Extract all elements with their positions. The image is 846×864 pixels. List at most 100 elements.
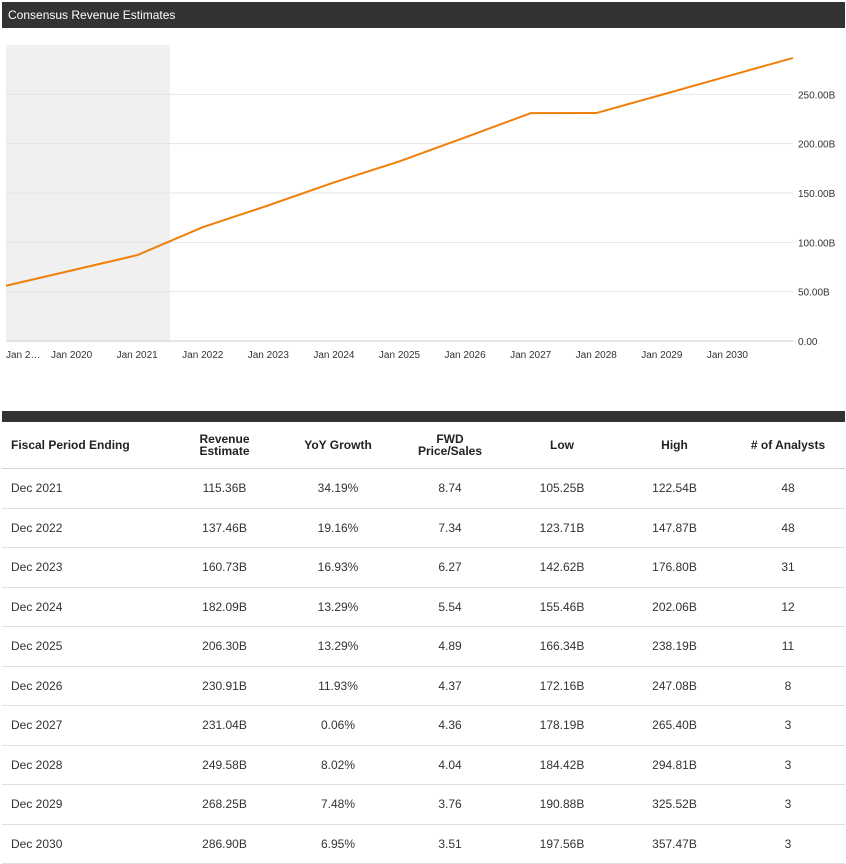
header-line: Price/Sales	[417, 444, 483, 458]
cell-low: 178.19B	[506, 705, 618, 746]
chart-title: Consensus Revenue Estimates	[8, 8, 176, 22]
cell-fiscal-period: Dec 2022	[2, 508, 167, 548]
header-line: Revenue	[199, 432, 250, 446]
table-row: Dec 2030 286.90B 6.95% 3.51 197.56B 357.47B 3	[2, 824, 845, 864]
y-tick-label: 150.00B	[798, 189, 836, 200]
cell-yoy-growth: 19.16%	[282, 508, 394, 548]
cell-fwd-price-sales: 3.76	[394, 784, 506, 825]
cell-analysts: 31	[731, 547, 845, 588]
cell-analysts: 3	[731, 784, 845, 825]
revenue-series-line	[5, 56, 794, 287]
y-tick-label: 250.00B	[798, 90, 836, 101]
table-row: Dec 2022 137.46B 19.16% 7.34 123.71B 147.87B 4…	[2, 508, 845, 548]
cell-yoy-growth: 13.29%	[282, 587, 394, 627]
cell-revenue-estimate: 230.91B	[167, 666, 282, 706]
column-header-analysts[interactable]: # of Analysts	[731, 422, 845, 469]
cell-fiscal-period: Dec 2021	[2, 468, 167, 509]
cell-revenue-estimate: 182.09B	[167, 587, 282, 627]
cell-fwd-price-sales: 8.74	[394, 468, 506, 509]
column-header-low[interactable]: Low	[506, 422, 618, 469]
table-body: Dec 2021 115.36B 34.19% 8.74 105.25B 122.54B 4…	[2, 468, 845, 864]
cell-high: 147.87B	[618, 508, 731, 548]
cell-yoy-growth: 8.02%	[282, 745, 394, 785]
cell-analysts: 11	[731, 626, 845, 667]
column-header-revenue-estimate[interactable]: Revenue Estimate	[167, 422, 282, 469]
estimates-table-container: Fiscal Period Ending Revenue Estimate YoY…	[2, 411, 845, 864]
header-line: Estimate	[199, 444, 250, 458]
column-header-high[interactable]: High	[618, 422, 731, 469]
table-row: Dec 2021 115.36B 34.19% 8.74 105.25B 122.54B 4…	[2, 468, 845, 509]
column-header-fwd-price-sales[interactable]: FWD Price/Sales	[394, 422, 506, 469]
cell-low: 184.42B	[506, 745, 618, 785]
cell-yoy-growth: 16.93%	[282, 547, 394, 588]
x-tick-label: Jan 2028	[576, 350, 618, 361]
cell-high: 238.19B	[618, 626, 731, 667]
cell-yoy-growth: 6.95%	[282, 824, 394, 864]
table-top-bar	[2, 411, 845, 422]
cell-high: 294.81B	[618, 745, 731, 785]
x-tick-label: Jan 2026	[445, 350, 487, 361]
x-tick-label: Jan 2…	[6, 350, 40, 361]
column-header-fiscal-period[interactable]: Fiscal Period Ending	[2, 422, 167, 469]
cell-analysts: 8	[731, 666, 845, 706]
cell-analysts: 3	[731, 824, 845, 864]
cell-low: 190.88B	[506, 784, 618, 825]
cell-revenue-estimate: 137.46B	[167, 508, 282, 548]
cell-analysts: 48	[731, 468, 845, 509]
cell-fiscal-period: Dec 2029	[2, 784, 167, 825]
cell-analysts: 48	[731, 508, 845, 548]
y-tick-label: 0.00	[798, 337, 818, 348]
table-row: Dec 2025 206.30B 13.29% 4.89 166.34B 238.19B 1…	[2, 626, 845, 667]
x-tick-label: Jan 2020	[51, 350, 93, 361]
cell-high: 122.54B	[618, 468, 731, 509]
table-header-row: Fiscal Period Ending Revenue Estimate YoY…	[2, 422, 845, 469]
cell-yoy-growth: 34.19%	[282, 468, 394, 509]
table-row: Dec 2029 268.25B 7.48% 3.76 190.88B 325.52B 3	[2, 784, 845, 825]
column-header-yoy-growth[interactable]: YoY Growth	[282, 422, 394, 469]
x-tick-label: Jan 2030	[707, 350, 749, 361]
y-tick-label: 50.00B	[798, 288, 830, 299]
cell-high: 325.52B	[618, 784, 731, 825]
table-row: Dec 2024 182.09B 13.29% 5.54 155.46B 202.06B 1…	[2, 587, 845, 627]
revenue-line-chart: 0.00 50.00B 100.00B 150.00B 200.00B 250.00B Ja…	[5, 45, 836, 361]
cell-high: 176.80B	[618, 547, 731, 588]
cell-revenue-estimate: 286.90B	[167, 824, 282, 864]
cell-low: 197.56B	[506, 824, 618, 864]
cell-high: 357.47B	[618, 824, 731, 864]
table-row: Dec 2023 160.73B 16.93% 6.27 142.62B 176.80B 3…	[2, 547, 845, 588]
cell-fiscal-period: Dec 2028	[2, 745, 167, 785]
cell-fiscal-period: Dec 2023	[2, 547, 167, 588]
cell-revenue-estimate: 268.25B	[167, 784, 282, 825]
x-tick-label: Jan 2023	[248, 350, 290, 361]
cell-low: 142.62B	[506, 547, 618, 588]
cell-revenue-estimate: 249.58B	[167, 745, 282, 785]
x-tick-label: Jan 2027	[510, 350, 552, 361]
y-tick-label: 100.00B	[798, 238, 836, 249]
cell-low: 123.71B	[506, 508, 618, 548]
cell-yoy-growth: 0.06%	[282, 705, 394, 746]
cell-low: 166.34B	[506, 626, 618, 667]
cell-fwd-price-sales: 3.51	[394, 824, 506, 864]
cell-low: 172.16B	[506, 666, 618, 706]
cell-fwd-price-sales: 4.89	[394, 626, 506, 667]
cell-high: 202.06B	[618, 587, 731, 627]
table-row: Dec 2028 249.58B 8.02% 4.04 184.42B 294.81B 3	[2, 745, 845, 785]
cell-revenue-estimate: 206.30B	[167, 626, 282, 667]
cell-high: 265.40B	[618, 705, 731, 746]
cell-fwd-price-sales: 7.34	[394, 508, 506, 548]
cell-fwd-price-sales: 4.36	[394, 705, 506, 746]
cell-revenue-estimate: 160.73B	[167, 547, 282, 588]
cell-yoy-growth: 11.93%	[282, 666, 394, 706]
cell-analysts: 12	[731, 587, 845, 627]
cell-fiscal-period: Dec 2025	[2, 626, 167, 667]
x-tick-label: Jan 2022	[182, 350, 224, 361]
cell-revenue-estimate: 115.36B	[167, 468, 282, 509]
table-row: Dec 2026 230.91B 11.93% 4.37 172.16B 247.08B 8	[2, 666, 845, 706]
cell-fiscal-period: Dec 2027	[2, 705, 167, 746]
cell-yoy-growth: 7.48%	[282, 784, 394, 825]
cell-fwd-price-sales: 6.27	[394, 547, 506, 588]
cell-fwd-price-sales: 4.04	[394, 745, 506, 785]
cell-fwd-price-sales: 4.37	[394, 666, 506, 706]
cell-fiscal-period: Dec 2026	[2, 666, 167, 706]
header-line: FWD	[436, 432, 464, 446]
